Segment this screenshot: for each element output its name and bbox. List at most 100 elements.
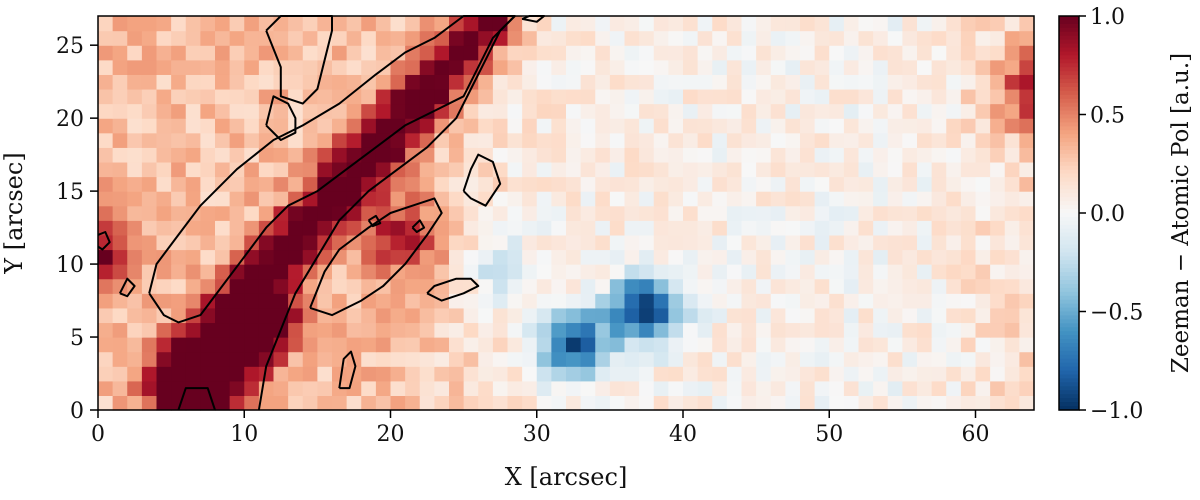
heatmap-cell xyxy=(741,205,757,221)
heatmap-cell xyxy=(215,366,231,382)
heatmap-cell xyxy=(668,16,684,32)
heatmap-cell xyxy=(800,30,816,46)
heatmap-cell xyxy=(288,395,304,411)
heatmap-cell xyxy=(624,234,640,251)
heatmap-cell xyxy=(1004,337,1020,353)
heatmap-cell xyxy=(273,234,289,251)
colorbar-segment xyxy=(1059,71,1079,76)
colorbar-segment xyxy=(1059,106,1079,112)
heatmap-cell xyxy=(566,30,582,46)
heatmap-cell xyxy=(522,322,538,338)
heatmap-cell xyxy=(346,307,362,324)
colorbar-segment xyxy=(1059,335,1079,340)
heatmap-cell xyxy=(522,176,538,192)
heatmap-cell xyxy=(273,366,289,382)
heatmap-cell xyxy=(697,264,713,280)
heatmap-cell xyxy=(902,205,918,221)
heatmap-cell xyxy=(917,103,933,119)
heatmap-cell xyxy=(639,88,655,105)
heatmap-cell xyxy=(390,322,406,338)
heatmap-cell xyxy=(975,307,991,324)
heatmap-cell xyxy=(492,205,509,221)
heatmap-cell xyxy=(1019,249,1035,265)
heatmap-cell xyxy=(946,59,962,75)
heatmap-cell xyxy=(346,16,362,32)
heatmap-cell xyxy=(756,59,772,75)
heatmap-cell xyxy=(302,103,318,119)
colorbar-gradient xyxy=(1059,16,1079,411)
heatmap-cell xyxy=(609,16,626,32)
heatmap-cell xyxy=(112,380,128,396)
heatmap-cell xyxy=(112,293,128,309)
heatmap-cell xyxy=(668,322,684,338)
heatmap-cell xyxy=(536,161,552,178)
heatmap-cell xyxy=(873,132,889,148)
heatmap-cell xyxy=(449,191,465,207)
heatmap-cell xyxy=(653,307,669,324)
heatmap-cell xyxy=(726,118,743,134)
heatmap-cell xyxy=(1019,147,1035,163)
heatmap-cell xyxy=(244,293,260,309)
heatmap-cell xyxy=(171,132,187,148)
heatmap-cell xyxy=(492,278,509,294)
heatmap-cell xyxy=(887,59,903,75)
heatmap-cell xyxy=(215,205,231,221)
heatmap-cell xyxy=(770,293,786,309)
colorbar-segment xyxy=(1059,244,1079,250)
heatmap-cell xyxy=(858,16,874,32)
heatmap-cell xyxy=(595,176,611,192)
heatmap-cell xyxy=(712,322,728,338)
heatmap-cell xyxy=(405,118,421,134)
heatmap-cell xyxy=(843,45,860,61)
heatmap-cell xyxy=(434,380,450,396)
heatmap-cell xyxy=(536,205,552,221)
heatmap-cell xyxy=(609,322,626,338)
heatmap-cell xyxy=(975,220,991,236)
colorbar-tick-label: −0.5 xyxy=(1090,301,1143,326)
heatmap-cell xyxy=(653,322,669,338)
heatmap-cell xyxy=(990,147,1006,163)
heatmap-cell xyxy=(580,293,596,309)
heatmap-cell xyxy=(814,118,830,134)
heatmap-cell xyxy=(127,74,143,90)
heatmap-cell xyxy=(800,103,816,119)
colorbar-segment xyxy=(1059,386,1079,391)
heatmap-cell xyxy=(624,88,640,105)
heatmap-cell xyxy=(814,351,830,367)
heatmap-cell xyxy=(887,366,903,382)
heatmap-cell xyxy=(741,220,757,236)
heatmap-cell xyxy=(492,264,509,280)
heatmap-cell xyxy=(843,205,860,221)
y-tick-label: 25 xyxy=(56,34,84,59)
heatmap-cell xyxy=(507,337,523,353)
heatmap-cell xyxy=(156,351,172,367)
heatmap-cell xyxy=(258,366,275,382)
colorbar-segment xyxy=(1059,228,1079,234)
colorbar-segment xyxy=(1059,161,1079,167)
heatmap-cell xyxy=(829,161,845,178)
heatmap-cell xyxy=(98,205,114,221)
heatmap-cell xyxy=(917,366,933,382)
heatmap-cell xyxy=(741,88,757,105)
colorbar-segment xyxy=(1059,354,1079,360)
heatmap-cell xyxy=(712,337,728,353)
heatmap-cell xyxy=(434,234,450,251)
heatmap-cell xyxy=(332,220,348,236)
heatmap-cell xyxy=(800,161,816,178)
heatmap-cell xyxy=(697,337,713,353)
heatmap-cell xyxy=(536,103,552,119)
heatmap-cell xyxy=(317,118,333,134)
heatmap-cell xyxy=(229,351,245,367)
heatmap-cell xyxy=(288,337,304,353)
heatmap-cell xyxy=(478,293,494,309)
heatmap-cell xyxy=(931,16,947,32)
heatmap-cell xyxy=(551,220,567,236)
heatmap-cell xyxy=(683,45,699,61)
heatmap-cell xyxy=(185,395,201,411)
heatmap-cell xyxy=(873,205,889,221)
heatmap-cell xyxy=(814,16,830,32)
contour-line xyxy=(177,387,216,411)
colorbar-segment xyxy=(1059,43,1079,49)
heatmap-cell xyxy=(697,293,713,309)
heatmap-cell xyxy=(756,191,772,207)
